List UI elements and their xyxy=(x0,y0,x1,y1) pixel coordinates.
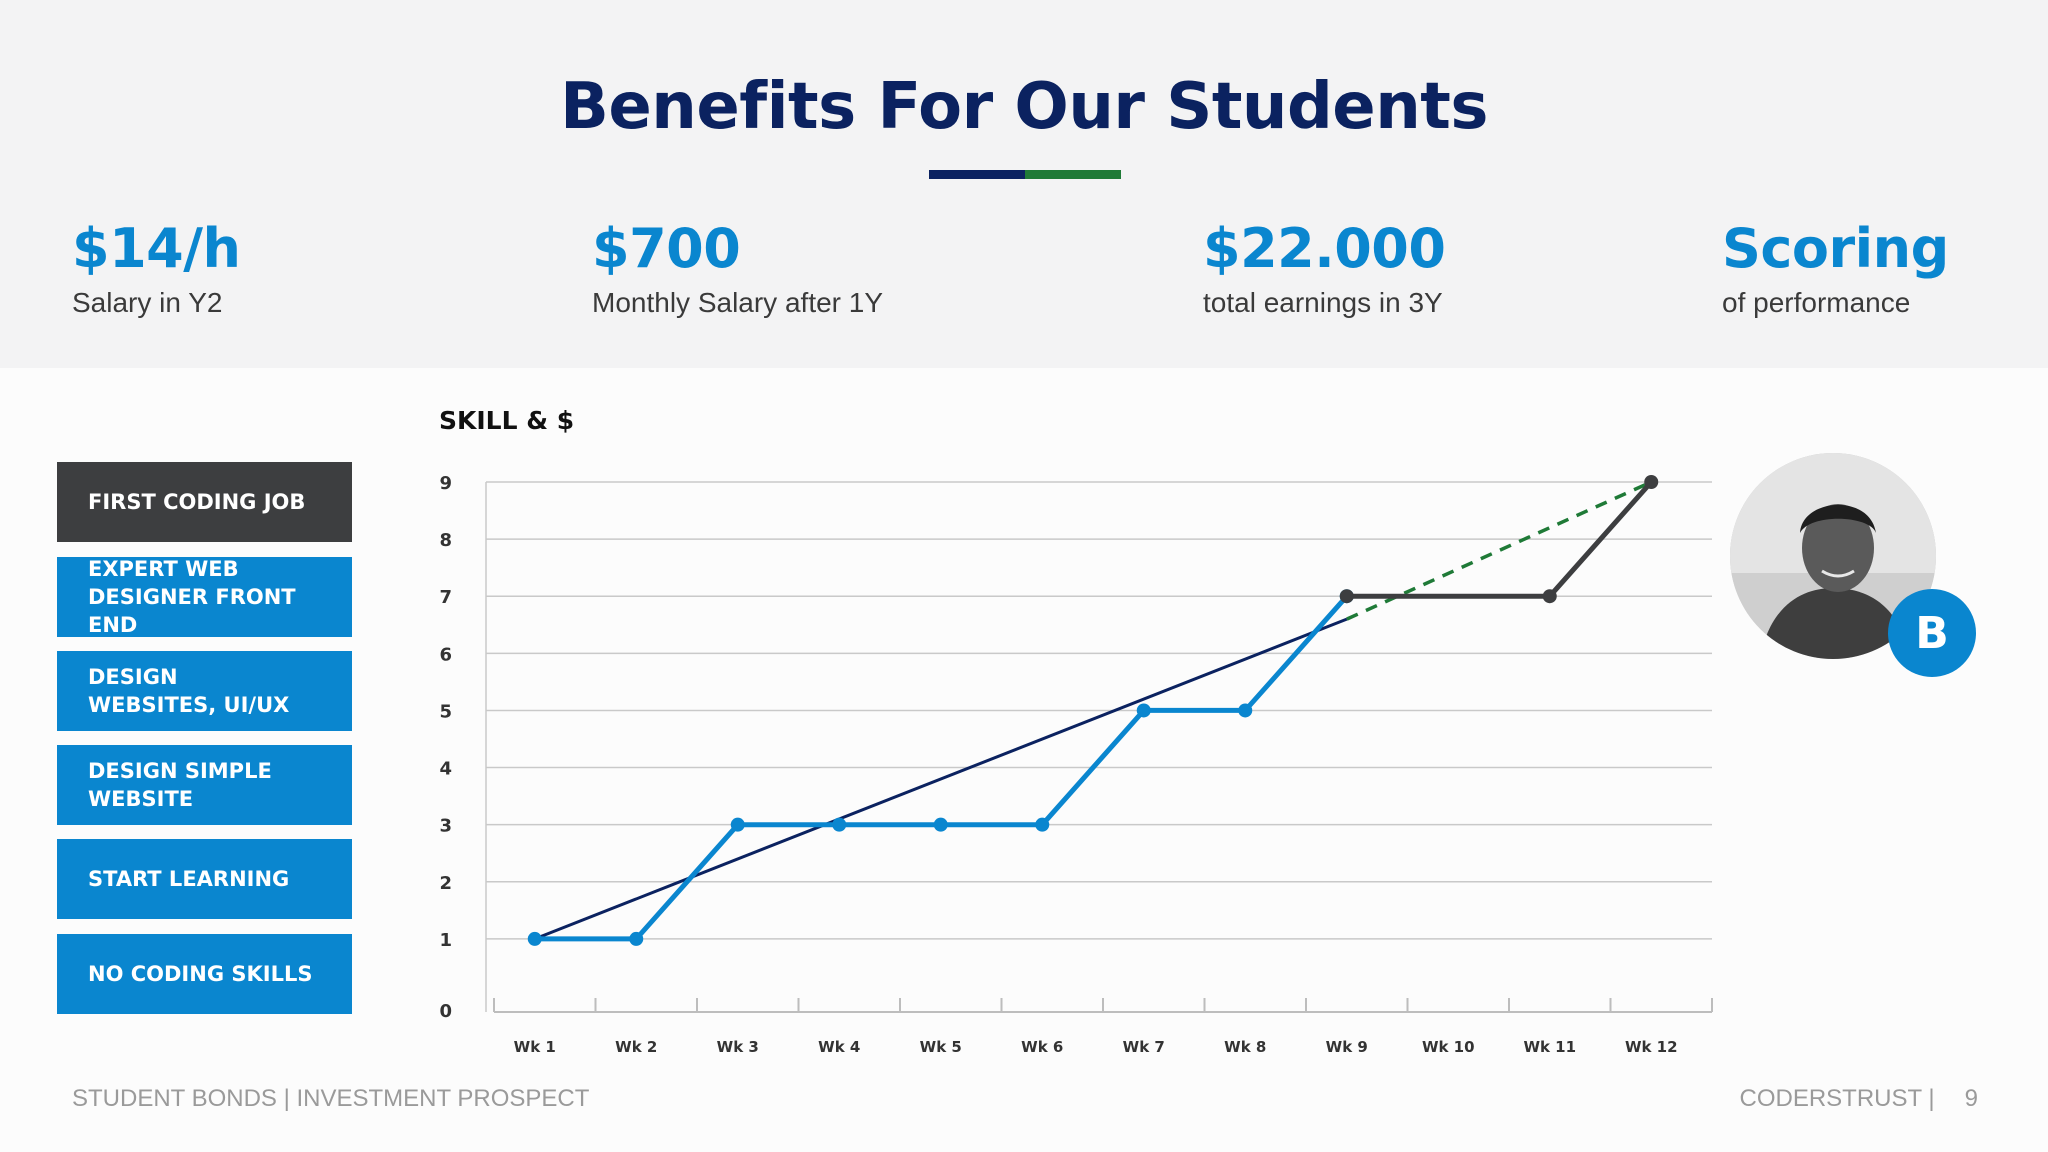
x-tick-label: Wk 8 xyxy=(1224,1038,1266,1056)
title-underline-green xyxy=(1025,170,1121,179)
series-line-trend xyxy=(534,617,1348,941)
data-point xyxy=(1136,703,1151,718)
title-underline-navy xyxy=(929,170,1025,179)
footer-document-title: STUDENT BONDS | INVESTMENT PROSPECT xyxy=(72,1085,590,1112)
y-tick-label: 8 xyxy=(439,530,452,551)
y-tick-label: 6 xyxy=(439,644,452,665)
x-tick-label: Wk 10 xyxy=(1422,1038,1475,1056)
data-point xyxy=(933,817,948,832)
stat-value: $700 xyxy=(592,217,741,280)
data-point xyxy=(1238,703,1253,718)
data-point xyxy=(832,817,847,832)
ladder-step-no-coding-skills: NO CODING SKILLS xyxy=(57,934,352,1014)
stat-label: of performance xyxy=(1722,287,1911,318)
profile-badge: B xyxy=(1888,589,1976,677)
series-line-dashed xyxy=(1346,480,1653,621)
stat-scoring: Scoring of performance xyxy=(1722,215,1949,319)
y-tick-label: 5 xyxy=(439,701,452,722)
data-point xyxy=(1644,475,1659,489)
y-tick-label: 0 xyxy=(439,1001,452,1022)
x-tick-label: Wk 5 xyxy=(920,1038,962,1056)
stat-label: total earnings in 3Y xyxy=(1203,287,1443,318)
data-point xyxy=(527,931,542,946)
x-tick-label: Wk 9 xyxy=(1326,1038,1368,1056)
skill-chart: 0 1 2 3 4 5 6 7 8 9 Wk 1 Wk 2 Wk 3 Wk 4 Wk 5 Wk 6 Wk 7 Wk… xyxy=(439,473,1713,1056)
x-tick-label: Wk 7 xyxy=(1123,1038,1165,1056)
stat-label: Monthly Salary after 1Y xyxy=(592,287,884,318)
y-tick-label: 9 xyxy=(439,473,452,494)
footer-brand-name: CODERSTRUST | xyxy=(1739,1085,1935,1112)
x-tick-label: Wk 6 xyxy=(1021,1038,1063,1056)
stat-value: $22.000 xyxy=(1203,217,1446,280)
y-tick-label: 7 xyxy=(439,587,452,608)
ladder-step-expert-web-designer: EXPERT WEB DESIGNER FRONT END xyxy=(57,557,352,637)
data-point xyxy=(1035,817,1050,832)
x-tick-label: Wk 2 xyxy=(615,1038,657,1056)
stat-label: Salary in Y2 xyxy=(72,287,223,318)
y-tick-label: 2 xyxy=(439,873,452,894)
data-point xyxy=(629,931,644,946)
chart-title: SKILL & $ xyxy=(439,406,575,435)
stat-hourly-salary: $14/h Salary in Y2 xyxy=(72,215,241,319)
y-tick-label: 4 xyxy=(439,759,452,780)
stat-total-earnings: $22.000 total earnings in 3Y xyxy=(1203,215,1446,319)
footer-brand: CODERSTRUST | 9 xyxy=(1740,1085,1979,1113)
ladder-step-start-learning: START LEARNING xyxy=(57,839,352,919)
ladder-step-design-websites: DESIGN WEBSITES, UI/UX xyxy=(57,651,352,731)
x-tick-label: Wk 3 xyxy=(717,1038,759,1056)
stat-monthly-salary: $700 Monthly Salary after 1Y xyxy=(592,215,883,319)
x-tick-label: Wk 1 xyxy=(514,1038,556,1056)
data-point xyxy=(1339,589,1354,604)
data-point xyxy=(730,817,745,832)
stat-value: $14/h xyxy=(72,217,241,280)
stat-value: Scoring xyxy=(1722,217,1949,280)
y-tick-label: 3 xyxy=(439,816,452,837)
stats-band xyxy=(0,0,2048,368)
student-photo xyxy=(1730,453,1936,659)
ladder-step-first-coding-job: FIRST CODING JOB xyxy=(57,462,352,542)
data-point xyxy=(1542,589,1557,604)
x-tick-label: Wk 4 xyxy=(818,1038,860,1056)
x-tick-label: Wk 11 xyxy=(1523,1038,1576,1056)
page-number: 9 xyxy=(1964,1085,1978,1112)
page-title: Benefits For Our Students xyxy=(560,70,1488,144)
x-tick-label: Wk 12 xyxy=(1625,1038,1678,1056)
ladder-step-design-simple-website: DESIGN SIMPLE WEBSITE xyxy=(57,745,352,825)
y-tick-label: 1 xyxy=(439,930,452,951)
